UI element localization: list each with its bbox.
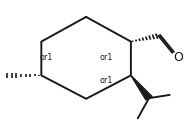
Polygon shape [131,75,152,100]
Text: O: O [173,51,183,64]
Text: or1: or1 [40,53,53,62]
Text: or1: or1 [99,53,113,62]
Text: or1: or1 [99,76,113,85]
